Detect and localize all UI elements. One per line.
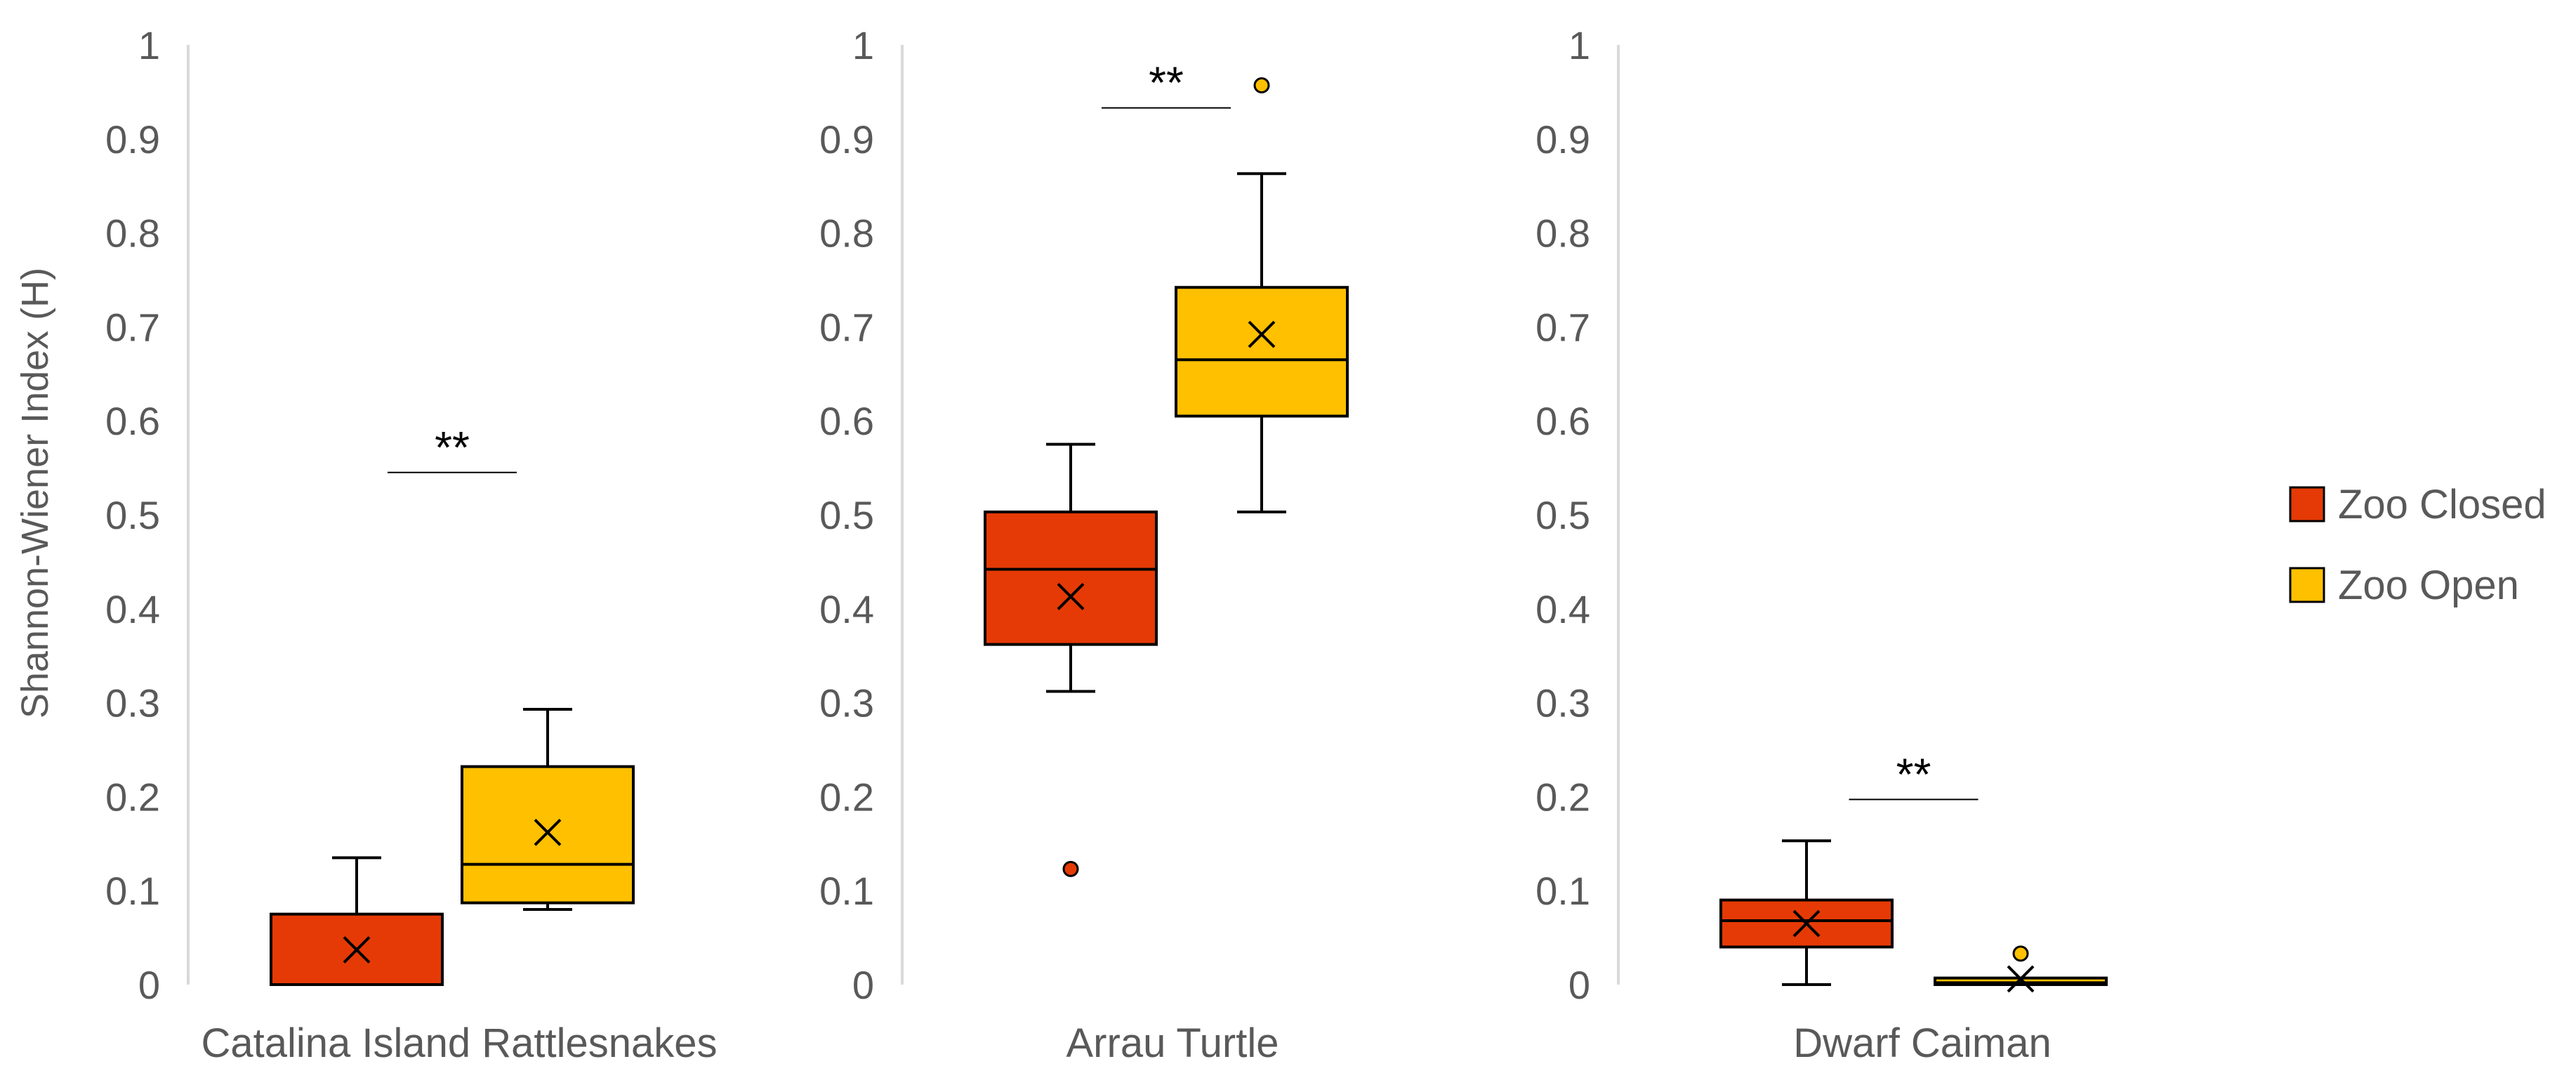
box-zoo-closed [984, 442, 1158, 877]
mean-marker-stroke [1248, 320, 1276, 348]
y-tick-label: 1 [1568, 23, 1590, 67]
panel-0: 0 0.1 0.2 0.3 0.4 0.5 0.6 0.7 0.8 0.9 1 ** Catalina … [105, 23, 717, 1066]
y-tick-label: 0.3 [1535, 681, 1590, 725]
legend-item-zoo-closed: Zoo Closed [2289, 482, 2547, 527]
y-tick-label: 0.2 [819, 775, 874, 819]
mean-marker-stroke [343, 936, 371, 964]
mean-marker [1248, 320, 1276, 348]
y-tick-label: 0.6 [105, 399, 160, 443]
y-tick-label: 1 [852, 23, 874, 67]
panel-1: 0 0.1 0.2 0.3 0.4 0.5 0.6 0.7 0.8 0.9 1 ** Arrau Tur… [819, 23, 1349, 1066]
y-tick-label: 0.1 [819, 869, 874, 913]
y-tick-label: 0.4 [105, 587, 160, 631]
significance-label: ** [1149, 58, 1184, 108]
mean-marker [534, 818, 562, 846]
legend-swatch [2289, 567, 2325, 603]
legend: Zoo Closed Zoo Open [2289, 482, 2547, 608]
category-label: Catalina Island Rattlesnakes [201, 1020, 717, 1066]
category-label: Dwarf Caiman [1793, 1020, 2051, 1066]
mean-marker [2007, 965, 2035, 993]
legend-swatch [2289, 486, 2325, 522]
iqr-box [984, 510, 1158, 646]
y-tick-label: 0 [1568, 963, 1590, 1007]
box-zoo-closed [1719, 839, 1894, 986]
outlier-point [2012, 945, 2029, 962]
significance-label: ** [1896, 749, 1931, 799]
mean-marker-stroke [1057, 582, 1085, 610]
y-tick-label: 0.3 [819, 681, 874, 725]
outlier-point [1062, 860, 1079, 877]
mean-marker [1792, 909, 1821, 938]
y-tick-label: 0.2 [105, 775, 160, 819]
y-tick-label: 0.1 [105, 869, 160, 913]
outlier-point [1253, 77, 1270, 94]
y-tick-label: 0 [138, 963, 160, 1007]
y-tick-label: 0 [852, 963, 874, 1007]
y-tick-label: 0.5 [1535, 493, 1590, 537]
y-tick-label: 0.5 [819, 493, 874, 537]
y-tick-label: 0.9 [1535, 117, 1590, 162]
y-tick-label: 0.4 [819, 587, 874, 631]
legend-label: Zoo Closed [2338, 482, 2547, 527]
y-tick-label: 0.2 [1535, 775, 1590, 819]
legend-label: Zoo Open [2338, 563, 2519, 608]
y-tick-label: 0.9 [105, 117, 160, 162]
y-tick-label: 0.8 [819, 211, 874, 256]
iqr-box [461, 765, 635, 905]
box-zoo-open [461, 707, 635, 911]
y-tick-label: 0.9 [819, 117, 874, 162]
mean-marker [1057, 582, 1085, 610]
y-tick-label: 0.5 [105, 493, 160, 537]
y-tick-label: 0.6 [1535, 399, 1590, 443]
y-tick-label: 0.4 [1535, 587, 1590, 631]
y-axis-title: Shannon-Wiener Index (H) [14, 268, 56, 718]
y-tick-label: 0.7 [105, 305, 160, 349]
mean-marker-stroke [2007, 965, 2035, 993]
box-zoo-open [1934, 945, 2108, 993]
y-tick-label: 0.1 [1535, 869, 1590, 913]
legend-item-zoo-open: Zoo Open [2289, 563, 2519, 608]
y-tick-label: 1 [138, 23, 160, 67]
y-tick-label: 0.3 [105, 681, 160, 725]
box-zoo-closed [270, 856, 444, 987]
y-tick-label: 0.6 [819, 399, 874, 443]
y-tick-label: 0.7 [819, 305, 874, 349]
panel-2: 0 0.1 0.2 0.3 0.4 0.5 0.6 0.7 0.8 0.9 1 ** Dwarf Cai… [1535, 23, 2108, 1066]
iqr-box [1175, 286, 1349, 418]
y-tick-label: 0.8 [1535, 211, 1590, 256]
mean-marker-stroke [1792, 909, 1821, 938]
panels-layer: 0 0.1 0.2 0.3 0.4 0.5 0.6 0.7 0.8 0.9 1 ** Catalina … [105, 23, 2108, 1066]
box-zoo-open [1175, 77, 1349, 513]
significance-label: ** [435, 422, 470, 473]
mean-marker-stroke [534, 818, 562, 846]
y-tick-label: 0.7 [1535, 305, 1590, 349]
category-label: Arrau Turtle [1066, 1020, 1279, 1066]
y-tick-label: 0.8 [105, 211, 160, 256]
mean-marker [343, 936, 371, 964]
